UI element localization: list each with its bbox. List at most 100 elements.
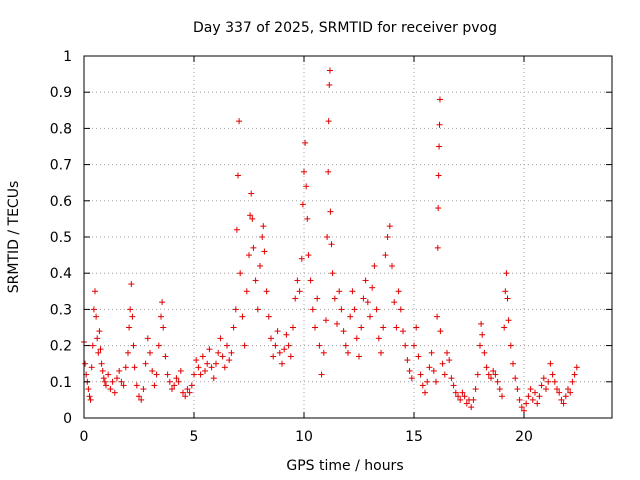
x-tick-label: 15 [405,429,423,445]
data-point [202,367,208,374]
data-point [103,382,109,389]
data-point [455,393,461,400]
data-point [347,313,354,320]
data-point [436,121,443,128]
data-point [199,353,206,360]
data-point [131,364,138,371]
data-point [450,382,457,389]
data-point [136,393,142,400]
data-point [496,386,503,393]
data-point [510,360,516,367]
data-point [118,378,125,385]
data-point [452,389,459,396]
data-point [331,295,338,302]
data-point [567,389,574,396]
data-point [389,262,395,269]
data-point [527,386,534,393]
data-point [375,335,382,342]
data-point [406,367,413,374]
data-point [252,277,259,284]
data-point [340,328,347,335]
data-point [127,306,134,313]
data-point [298,255,305,262]
data-point [236,118,243,125]
data-point [408,375,415,382]
data-point [439,360,446,367]
data-point [536,393,543,400]
data-point [323,317,329,324]
data-point [109,378,116,385]
data-point [166,378,173,385]
data-point [149,367,156,374]
data-point [395,288,402,295]
data-point [304,215,311,222]
data-point [367,313,373,320]
data-point [129,313,136,320]
x-tick-label: 20 [515,429,533,445]
data-point [197,371,204,378]
data-point [219,353,226,360]
data-point [228,349,235,356]
data-point [501,324,508,331]
data-point [195,364,202,371]
data-point [382,252,389,259]
data-point [434,244,441,251]
y-tick-label: 0.4 [50,266,72,282]
data-point [543,386,549,393]
data-point [90,306,97,313]
data-point [248,190,255,197]
data-point [397,306,404,313]
data-point [303,183,310,190]
grid [83,55,612,419]
data-point [540,375,547,382]
data-point [483,364,490,371]
data-point [120,382,127,389]
data-point [446,357,453,364]
data-point [318,371,325,378]
data-point [320,349,327,356]
data-point [426,364,433,371]
data-point [138,396,145,403]
data-point [325,118,332,125]
data-point [294,277,301,284]
data-point [217,335,224,342]
data-point [95,349,102,356]
data-point [571,371,578,378]
data-point [435,172,442,179]
data-point [87,396,94,403]
data-point [116,367,123,374]
y-tick-label: 0.2 [50,339,72,355]
data-point [478,320,485,327]
data-point [468,404,475,411]
data-point [155,342,162,349]
data-point [342,342,349,349]
data-point [268,335,274,342]
data-point [512,375,519,382]
data-point [481,349,488,356]
data-point [224,342,230,349]
y-tick-label: 0 [63,411,72,427]
data-point [499,393,505,400]
data-point [328,241,335,248]
data-point [85,386,92,393]
data-point [326,81,333,88]
data-point [338,306,345,313]
data-point [160,324,167,331]
x-tick-label: 10 [295,429,313,445]
data-point [270,353,277,360]
y-tick-label: 0.3 [50,302,72,318]
x-axis-title: GPS time / hours [286,458,403,474]
data-point [147,349,153,356]
data-point [82,360,89,367]
data-point [177,367,184,374]
data-point [232,306,239,313]
data-point [296,288,303,295]
data-point [299,201,306,208]
data-point [472,386,479,393]
data-point [360,295,367,302]
data-point [373,306,380,313]
data-point [362,277,369,284]
data-point [479,331,486,338]
data-point [88,364,95,371]
data-point [164,371,171,378]
